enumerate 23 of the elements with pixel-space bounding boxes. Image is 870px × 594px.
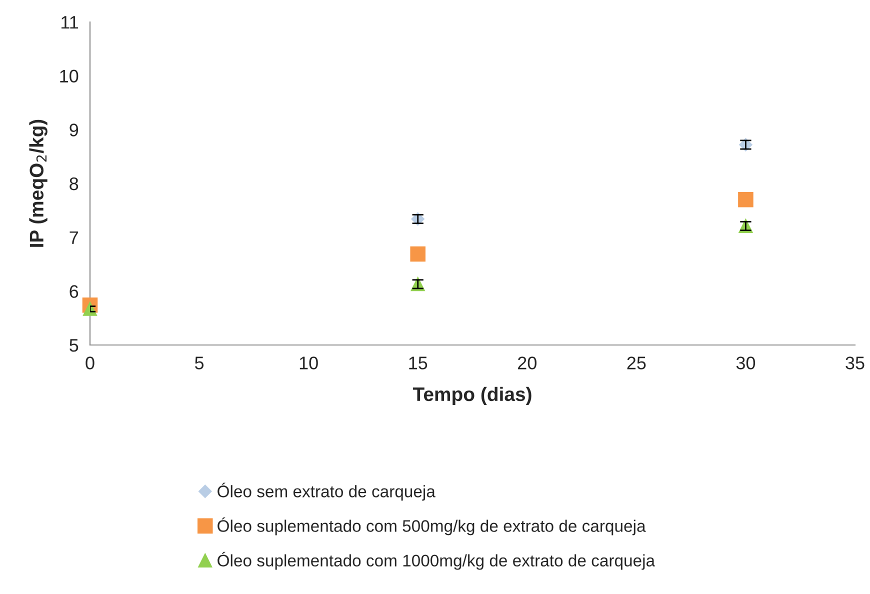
- y-tick-label: 8: [70, 177, 78, 190]
- x-tick-label: 15: [409, 356, 428, 370]
- x-tick-label: 0: [86, 356, 94, 370]
- x-tick-label: 10: [300, 356, 318, 370]
- y-tick-label: 6: [70, 285, 78, 298]
- y-axis-title: IP (meqO$_{2}$/kg): [29, 120, 48, 247]
- y-tick-label: 11: [62, 16, 78, 29]
- x-tick-label: 25: [627, 356, 646, 370]
- x-tick-label: 35: [846, 356, 864, 370]
- legend-label: Óleo suplementado com 1000mg/kg de extrato de carqueja: [218, 552, 656, 570]
- x-axis-title: Tempo (dias): [412, 386, 532, 405]
- y-tick-label: 7: [70, 231, 78, 244]
- legend-label: Óleo sem extrato de carqueja: [218, 482, 436, 501]
- x-tick-label: 30: [736, 356, 756, 370]
- point: [410, 246, 426, 262]
- point: [83, 302, 97, 316]
- y-tick-label: 9: [70, 124, 78, 136]
- point: [738, 192, 754, 208]
- y-tick-label: 10: [60, 70, 78, 83]
- x-tick-label: 20: [518, 356, 536, 370]
- x-tick-label: 5: [194, 356, 204, 370]
- legend-label: Óleo suplementado com 500mg/kg de extrato de carqueja: [218, 517, 646, 536]
- y-tick-label: 5: [70, 339, 78, 352]
